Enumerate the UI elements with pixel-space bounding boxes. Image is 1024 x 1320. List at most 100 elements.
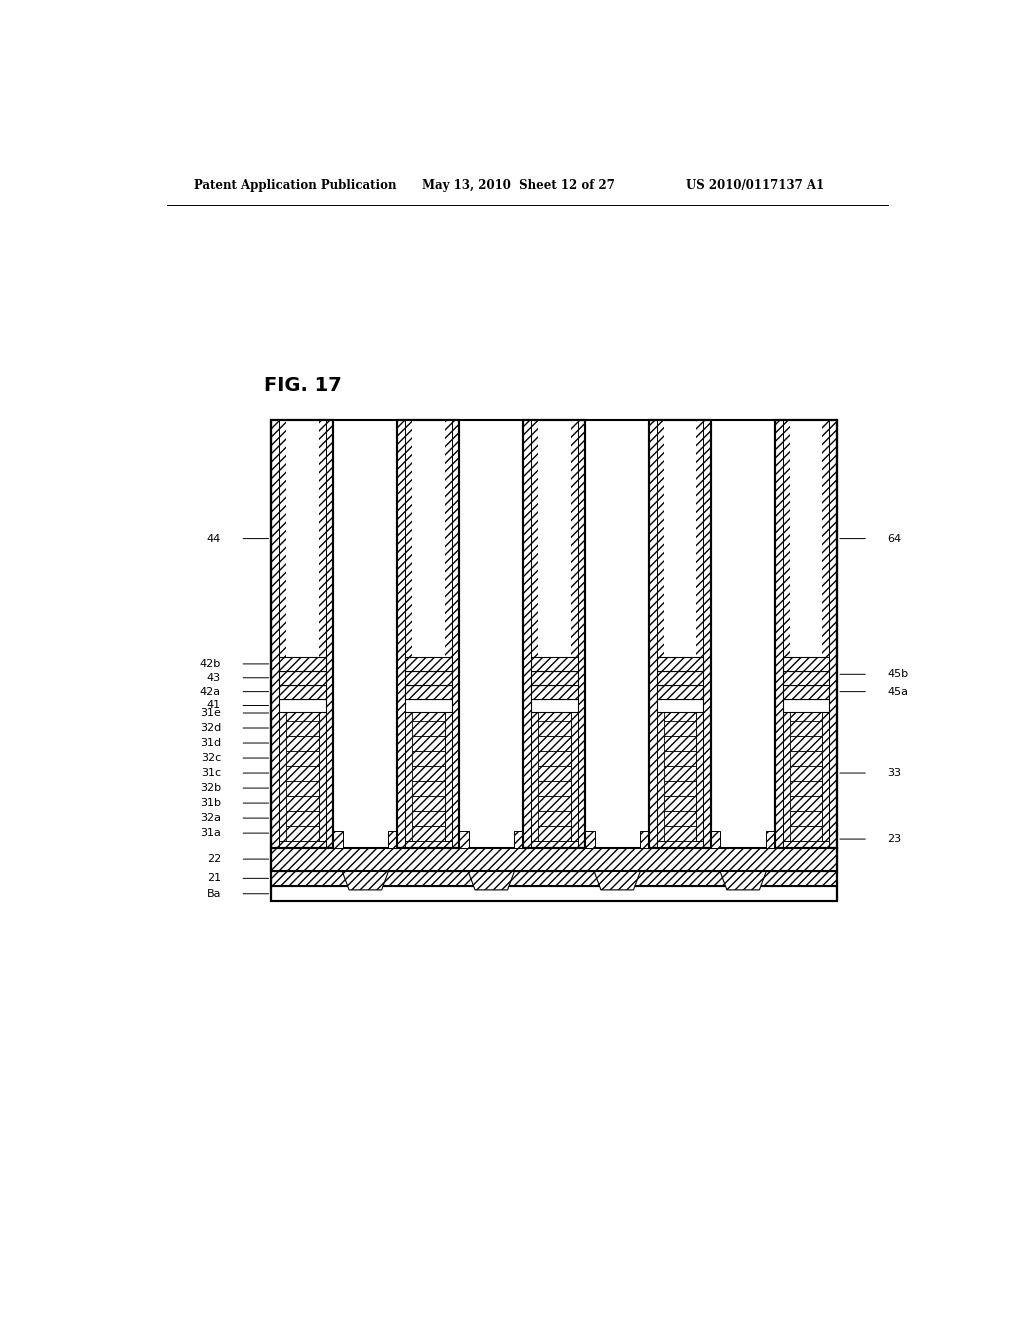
Text: 45a: 45a	[888, 686, 908, 697]
Bar	[406, 685, 452, 698]
Bar	[790, 825, 822, 841]
Bar	[460, 420, 523, 847]
Text: 42a: 42a	[200, 686, 221, 697]
Bar	[538, 766, 570, 780]
Bar	[286, 657, 318, 841]
Bar	[286, 420, 318, 657]
Bar	[286, 780, 318, 796]
Bar	[775, 420, 838, 847]
Bar	[790, 810, 822, 825]
Bar	[538, 751, 570, 766]
Bar	[538, 657, 570, 841]
Bar	[406, 420, 452, 657]
Bar	[664, 420, 696, 657]
Text: 41: 41	[207, 701, 221, 710]
Bar	[531, 657, 538, 847]
Text: 31a: 31a	[200, 828, 221, 838]
Bar	[790, 420, 822, 657]
Bar	[412, 766, 444, 780]
Bar	[280, 671, 326, 685]
Text: 31c: 31c	[201, 768, 221, 777]
Text: 31d: 31d	[200, 738, 221, 748]
Bar	[406, 657, 452, 671]
Bar	[280, 698, 326, 713]
Bar	[538, 810, 570, 825]
Bar	[271, 420, 334, 847]
Text: 32b: 32b	[200, 783, 221, 793]
Bar	[286, 705, 318, 721]
Bar	[460, 420, 523, 847]
Text: 32d: 32d	[200, 723, 221, 733]
Polygon shape	[335, 847, 395, 890]
Bar	[406, 657, 412, 847]
Bar	[712, 420, 775, 847]
Bar	[286, 825, 318, 841]
Bar	[775, 420, 838, 847]
Text: FIG. 17: FIG. 17	[263, 376, 341, 395]
Bar	[280, 657, 286, 847]
Bar	[531, 671, 578, 685]
Bar	[783, 657, 829, 671]
Bar	[790, 735, 822, 751]
Bar	[531, 685, 578, 698]
Text: 31b: 31b	[200, 799, 221, 808]
Bar	[460, 830, 469, 847]
Bar	[271, 847, 838, 871]
Bar	[271, 871, 838, 886]
Bar	[286, 751, 318, 766]
Bar	[531, 657, 578, 671]
Bar	[286, 796, 318, 810]
Bar	[280, 685, 326, 698]
Bar	[712, 420, 775, 847]
Bar	[538, 780, 570, 796]
Bar	[657, 685, 703, 698]
Bar	[664, 780, 696, 796]
Bar	[783, 685, 829, 698]
Bar	[334, 830, 343, 847]
Bar	[664, 721, 696, 735]
Bar	[514, 830, 523, 847]
Bar	[783, 698, 829, 713]
Bar	[271, 886, 838, 902]
Bar	[649, 420, 712, 847]
Bar	[538, 735, 570, 751]
Bar	[406, 420, 452, 847]
Bar	[412, 705, 444, 721]
Bar	[412, 780, 444, 796]
Text: 42b: 42b	[200, 659, 221, 669]
Bar	[664, 657, 696, 841]
Bar	[696, 657, 703, 847]
Bar	[538, 796, 570, 810]
Bar	[657, 841, 703, 847]
Bar	[664, 825, 696, 841]
Bar	[657, 420, 703, 847]
Text: US 2010/0117137 A1: US 2010/0117137 A1	[686, 178, 824, 191]
Bar	[664, 705, 696, 721]
Text: 33: 33	[888, 768, 901, 777]
Bar	[790, 657, 822, 841]
Bar	[538, 420, 570, 657]
Bar	[412, 751, 444, 766]
Bar	[538, 825, 570, 841]
Bar	[570, 657, 578, 847]
Bar	[790, 780, 822, 796]
Text: 21: 21	[207, 874, 221, 883]
Bar	[783, 671, 829, 685]
Polygon shape	[713, 847, 773, 890]
Text: 45b: 45b	[888, 669, 908, 680]
Bar	[444, 657, 452, 847]
Bar	[783, 841, 829, 847]
Polygon shape	[461, 847, 521, 890]
Text: 31e: 31e	[200, 708, 221, 718]
Text: 44: 44	[207, 533, 221, 544]
Bar	[271, 420, 334, 847]
Bar	[664, 766, 696, 780]
Bar	[640, 830, 649, 847]
Polygon shape	[587, 847, 647, 890]
Bar	[649, 420, 712, 847]
Bar	[397, 420, 460, 847]
Bar	[790, 721, 822, 735]
Bar	[657, 698, 703, 713]
Bar	[586, 830, 595, 847]
Bar	[712, 830, 721, 847]
